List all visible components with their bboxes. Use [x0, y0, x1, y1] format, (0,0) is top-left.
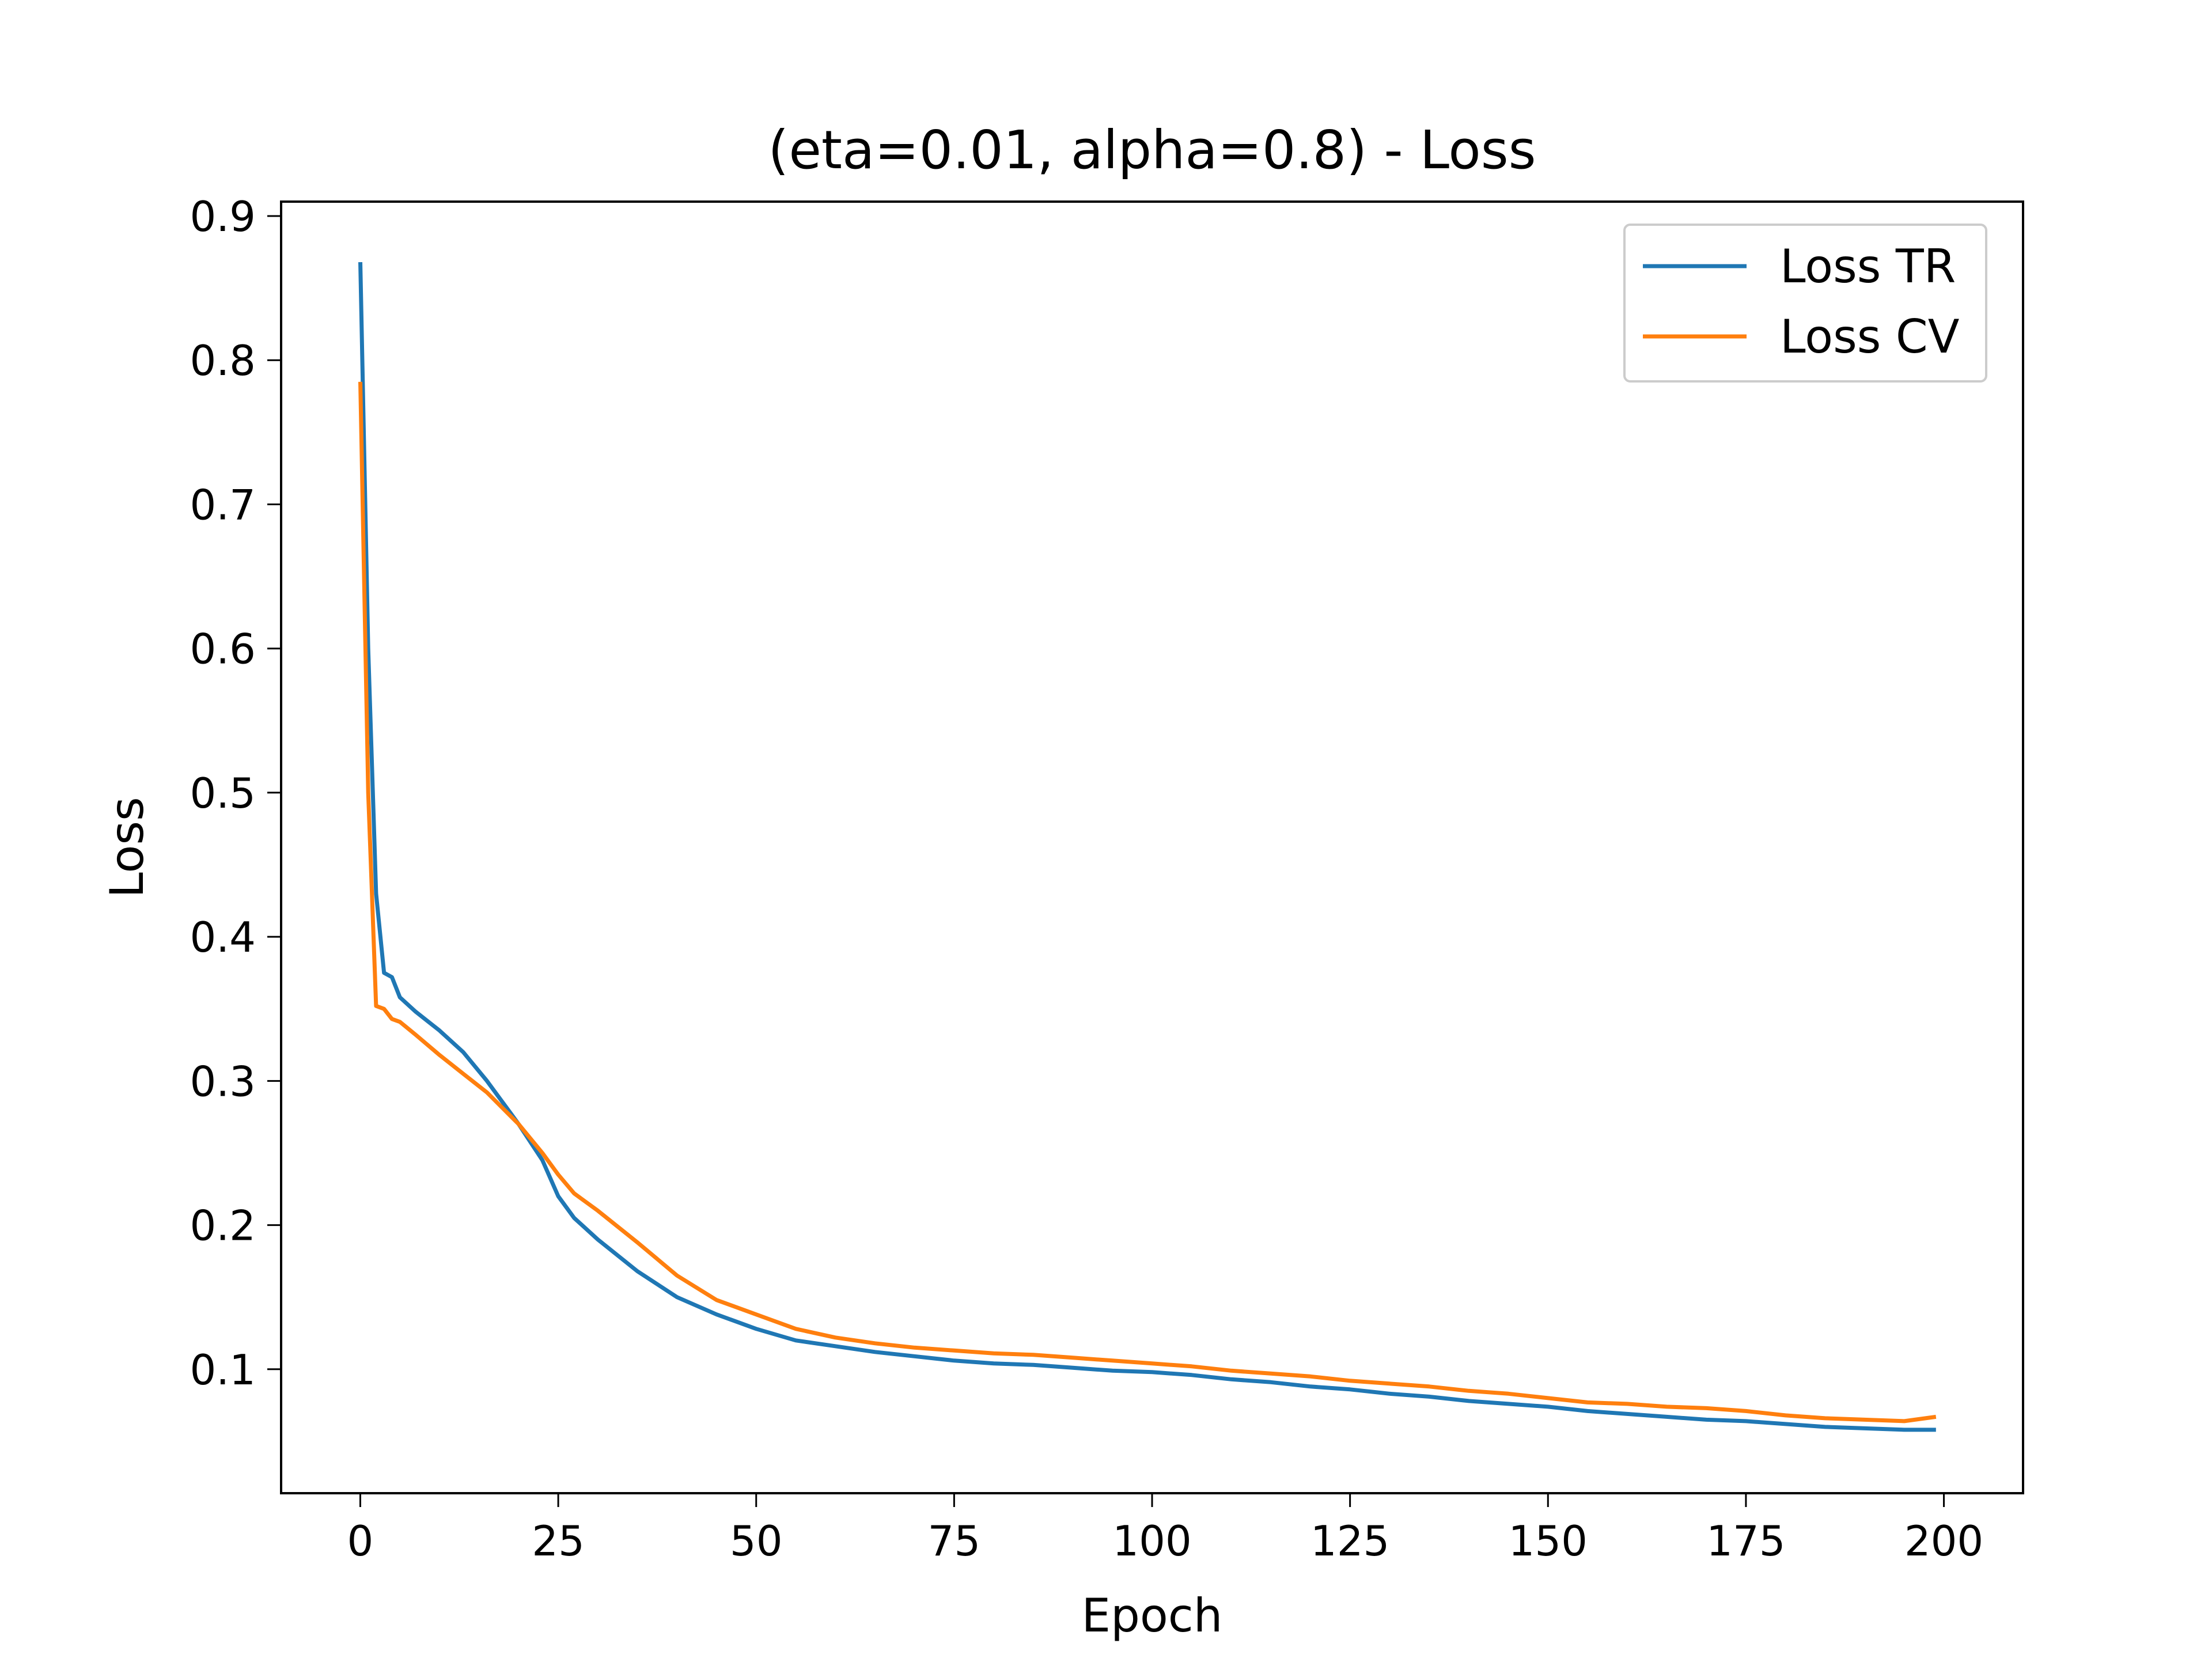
- x-axis-label: Epoch: [1082, 1589, 1223, 1642]
- x-tick-label: 200: [1904, 1517, 1983, 1565]
- x-tick-label: 150: [1509, 1517, 1588, 1565]
- y-tick-label: 0.2: [190, 1202, 256, 1250]
- y-tick-label: 0.1: [190, 1346, 256, 1394]
- y-tick-label: 0.4: [190, 913, 256, 961]
- y-tick-label: 0.5: [190, 769, 256, 817]
- y-tick-label: 0.3: [190, 1057, 256, 1106]
- y-tick-label: 0.6: [190, 625, 256, 673]
- series-line-loss-cv: [358, 381, 1937, 1424]
- x-tick-label: 175: [1706, 1517, 1785, 1565]
- x-tick-label: 125: [1310, 1517, 1389, 1565]
- x-tick-label: 75: [928, 1517, 981, 1565]
- legend-box: [1623, 224, 1987, 383]
- x-tick-label: 0: [347, 1517, 374, 1565]
- x-tick-label: 50: [730, 1517, 783, 1565]
- y-tick-label: 0.7: [190, 480, 256, 529]
- series-layer: [358, 262, 1937, 1432]
- series-line-loss-tr: [358, 262, 1936, 1432]
- y-axis-label: Loss: [100, 797, 154, 898]
- chart-title: (eta=0.01, alpha=0.8) - Loss: [768, 119, 1536, 181]
- legend-label: Loss TR: [1780, 240, 1956, 293]
- x-tick-label: 25: [532, 1517, 585, 1565]
- y-tick-label: 0.9: [190, 192, 256, 241]
- legend: Loss TR Loss CV: [1623, 224, 1987, 383]
- ticks-layer: 0 25 50 75 100 125 150 175 200 0.1 0.2 0.3 0.4 0.5 0.6…: [190, 192, 1983, 1565]
- x-tick-label: 100: [1112, 1517, 1191, 1565]
- legend-label: Loss CV: [1780, 310, 1960, 364]
- y-tick-label: 0.8: [190, 336, 256, 385]
